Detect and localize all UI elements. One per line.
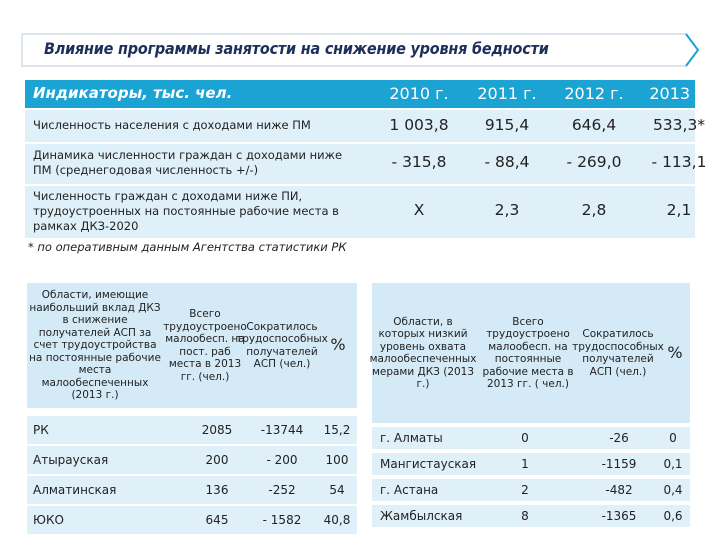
reduced-value: -26: [609, 431, 629, 445]
percent-value: 15,2: [323, 423, 351, 437]
page-title: Влияние программы занятости на снижение …: [44, 39, 549, 58]
region-name: г. Астана: [380, 483, 439, 497]
table-row: г. Алматы 0 -26 0: [372, 427, 690, 449]
row-value: - 113,1: [651, 153, 707, 171]
table-row: Атырауская 200 - 200 100: [27, 446, 357, 474]
total-value: 1: [521, 457, 529, 471]
row-value: - 315,8: [391, 153, 447, 171]
right-col-reduced: Сократилось трудоспособных получателей А…: [572, 328, 664, 378]
table-row: РК 2085 -13744 15,2: [27, 416, 357, 444]
table-row: Численность населения с доходами ниже ПМ…: [25, 110, 705, 142]
row-label: Динамика численности граждан с доходами …: [33, 148, 343, 177]
year-2012: 2012 г.: [564, 84, 624, 103]
title-banner: Влияние программы занятости на снижение …: [14, 32, 700, 68]
reduced-value: -482: [605, 483, 633, 497]
total-value: 2: [521, 483, 529, 497]
percent-value: 100: [325, 453, 349, 467]
percent-value: 0,1: [663, 457, 683, 471]
year-2011: 2011 г.: [477, 84, 537, 103]
table-row: Динамика численности граждан с доходами …: [25, 144, 706, 184]
row-value: Х: [413, 201, 425, 219]
indicators-header: Индикаторы, тыс. чел. 2010 г. 2011 г. 20…: [25, 80, 709, 108]
reduced-value: -1159: [601, 457, 637, 471]
banner-arrow-shape: [21, 33, 700, 67]
left-table-header: Области, имеющие наибольший вклад ДКЗ в …: [27, 283, 357, 408]
table-row: г. Астана 2 -482 0,4: [372, 479, 690, 501]
table-row: Алматинская 136 -252 54: [27, 476, 357, 504]
percent-value: 54: [329, 483, 345, 497]
reduced-value: - 1582: [262, 513, 302, 527]
region-name: Жамбылская: [380, 509, 463, 523]
table-row: ЮКО 645 - 1582 40,8: [27, 506, 357, 534]
region-name: РК: [33, 423, 49, 437]
region-name: ЮКО: [33, 513, 64, 527]
row-value: 915,4: [484, 116, 530, 134]
region-name: Алматинская: [33, 483, 117, 497]
reduced-value: -252: [268, 483, 296, 497]
left-col-reduced: Сократилось трудоспособных получателей А…: [236, 320, 328, 371]
right-col-region: Области, в которых низкий уровень охвата…: [369, 315, 477, 391]
table-row: Численность граждан с доходами ниже ПИ, …: [25, 186, 695, 238]
year-2013: 2013 г.: [649, 84, 709, 103]
total-value: 645: [205, 513, 229, 527]
indicators-header-label: Индикаторы, тыс. чел.: [33, 84, 233, 102]
percent-value: 0,6: [663, 509, 683, 523]
region-name: Атырауская: [33, 453, 109, 467]
footnote: * по оперативным данным Агентства статис…: [28, 240, 347, 254]
left-col-region: Области, имеющие наибольший вклад ДКЗ в …: [29, 289, 161, 402]
left-col-total: Всего трудоустроено малообесп. на пост. …: [163, 308, 247, 383]
row-value: - 88,4: [484, 153, 530, 171]
row-label: Численность населения с доходами ниже ПМ: [33, 118, 311, 132]
row-value: 2,3: [494, 201, 520, 219]
reduced-value: - 200: [266, 453, 298, 467]
right-col-percent: %: [667, 342, 683, 362]
right-table-header: Области, в которых низкий уровень охвата…: [369, 283, 690, 423]
reduced-value: -13744: [260, 423, 304, 437]
total-value: 200: [205, 453, 229, 467]
region-name: г. Алматы: [380, 431, 443, 445]
total-value: 136: [205, 483, 229, 497]
row-value: 2,8: [581, 201, 607, 219]
row-label: Численность граждан с доходами ниже ПИ, …: [33, 189, 339, 233]
row-value: 2,1: [666, 201, 692, 219]
year-2010: 2010 г.: [389, 84, 449, 103]
left-col-percent: %: [330, 335, 346, 355]
row-value: 1 003,8: [389, 116, 449, 134]
reduced-value: -1365: [601, 509, 637, 523]
row-value: 646,4: [571, 116, 617, 134]
percent-value: 40,8: [323, 513, 351, 527]
total-value: 2085: [201, 423, 233, 437]
region-name: Мангистауская: [380, 457, 477, 471]
right-col-total: Всего трудоустроено малообесп. на постоя…: [482, 315, 574, 391]
table-row: Мангистауская 1 -1159 0,1: [372, 453, 690, 475]
row-value: 533,3*: [652, 116, 706, 134]
row-value: - 269,0: [566, 153, 622, 171]
percent-value: 0,4: [663, 483, 683, 497]
percent-value: 0: [669, 431, 677, 445]
total-value: 8: [521, 509, 529, 523]
table-row: Жамбылская 8 -1365 0,6: [372, 505, 690, 527]
total-value: 0: [521, 431, 529, 445]
